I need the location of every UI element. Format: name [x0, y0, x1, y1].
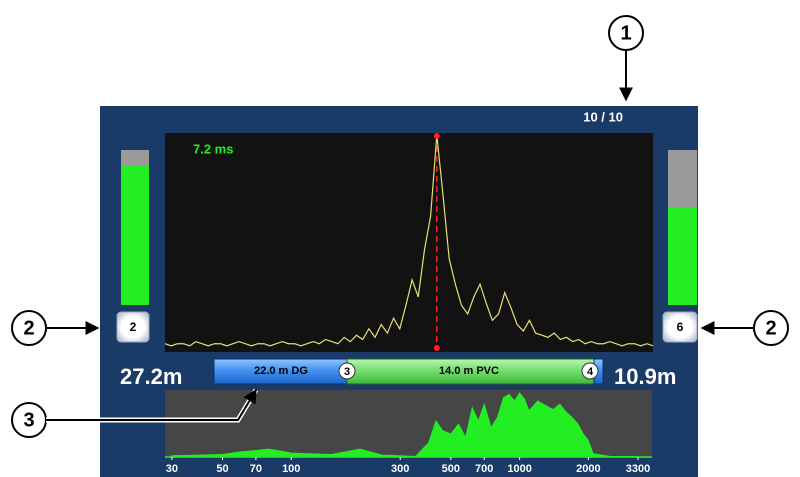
right-gain: 6	[677, 320, 684, 334]
x-tick-label: 500	[442, 463, 460, 475]
pipe-node[interactable]	[338, 362, 356, 380]
meter-level	[668, 207, 697, 305]
callouts	[11, 15, 789, 438]
callout-number: 1	[620, 22, 631, 44]
x-tick-label: 3300	[626, 463, 650, 475]
pipe-node[interactable]	[581, 362, 599, 380]
callout-number: 3	[23, 409, 34, 431]
peak-marker-dot	[433, 133, 440, 139]
node-label: 3	[344, 366, 350, 378]
counter: 10 / 10	[583, 109, 623, 124]
right-distance: 10.9m	[614, 364, 676, 389]
x-tick-label: 1000	[507, 463, 531, 475]
segment-label: 22.0 m DG	[254, 365, 308, 377]
x-tick-label: 30	[166, 463, 178, 475]
meter-level	[121, 165, 149, 305]
left-gain: 2	[130, 320, 137, 334]
node-label: 4	[587, 366, 594, 378]
x-tick-label: 2000	[576, 463, 600, 475]
callout-number: 2	[23, 317, 34, 339]
x-tick-label: 300	[391, 463, 409, 475]
correlation-plot	[165, 133, 653, 352]
peak-marker-dot	[433, 345, 440, 351]
pipe-segment-pvc[interactable]	[346, 358, 595, 385]
left-distance: 27.2m	[120, 364, 182, 389]
right-gain-box[interactable]	[662, 311, 698, 343]
segment-label: 14.0 m PVC	[439, 365, 499, 377]
spectrum-area	[171, 392, 639, 458]
x-tick-label: 100	[282, 463, 300, 475]
delay-label: 7.2 ms	[193, 141, 233, 156]
callout-number: 2	[765, 317, 776, 339]
left-gain-box[interactable]	[116, 311, 150, 343]
x-tick-label: 50	[216, 463, 228, 475]
callout-line	[46, 388, 257, 421]
x-tick-label: 700	[475, 463, 493, 475]
correlation-trace	[164, 134, 654, 347]
x-tick-label: 70	[250, 463, 262, 475]
